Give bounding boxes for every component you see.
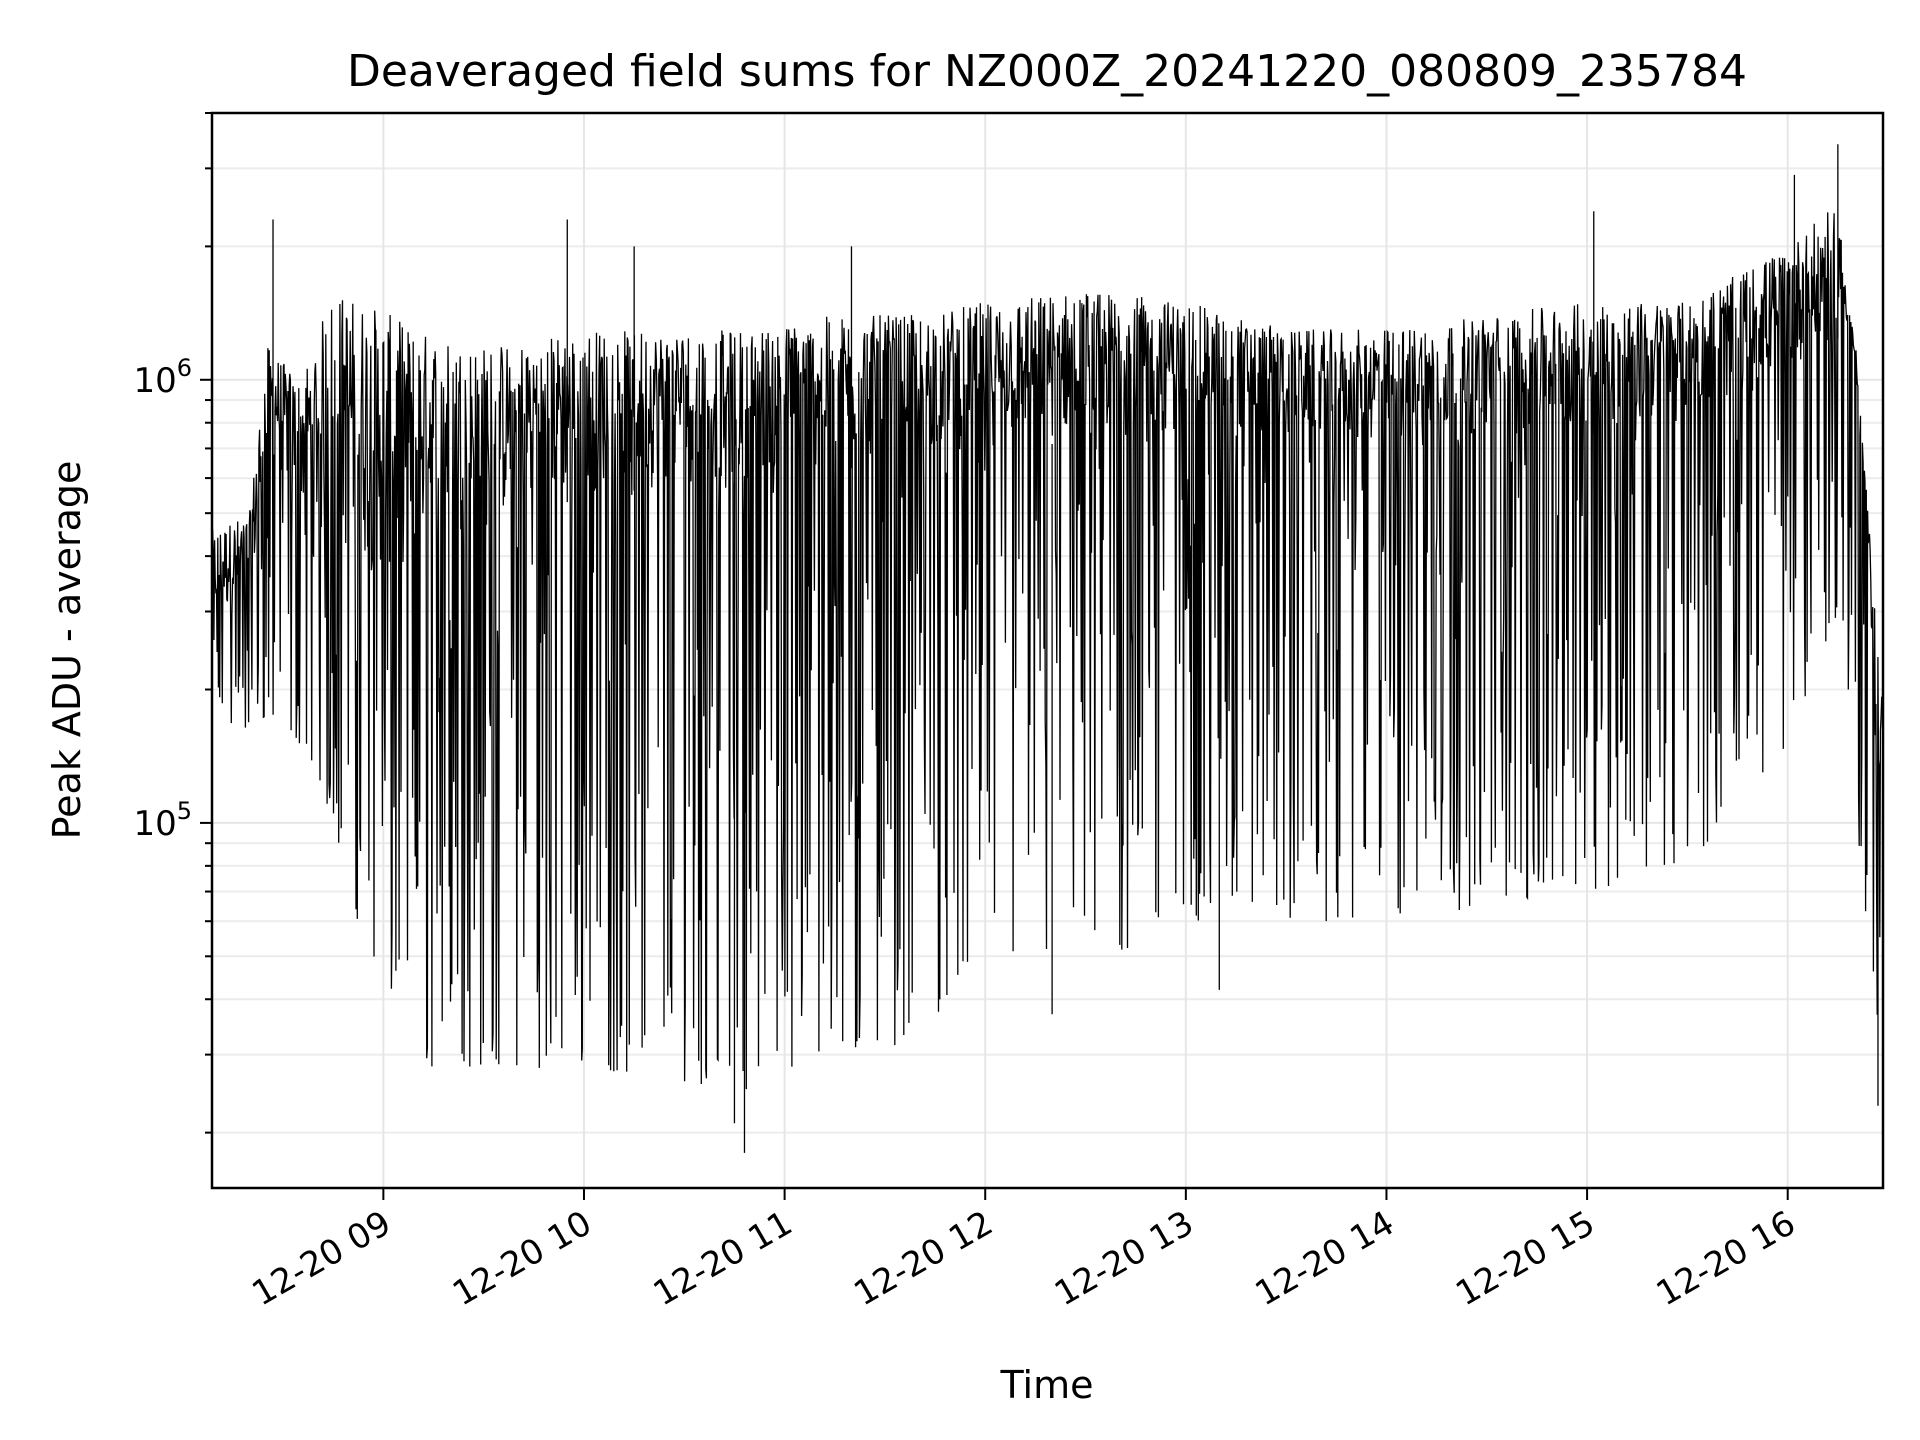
series-layer	[211, 144, 1884, 1153]
series-line	[211, 212, 1884, 1090]
y-tick-label: 105	[133, 797, 192, 844]
plot-frame	[210, 111, 1885, 1190]
y-tick-label: 106	[133, 354, 192, 401]
chart-title: Deaveraged field sums for NZ000Z_2024122…	[347, 46, 1747, 97]
y-axis-label: Peak ADU - average	[45, 461, 89, 840]
x-axis-label: Time	[1000, 1363, 1094, 1407]
